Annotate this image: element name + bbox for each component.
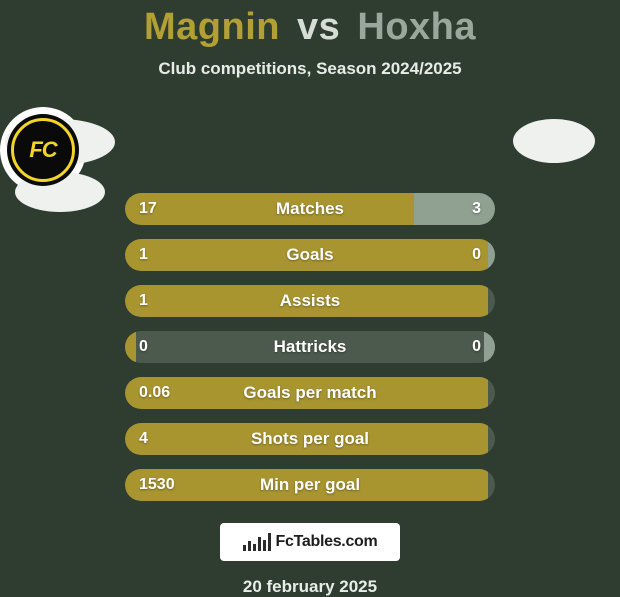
stat-bars-container: 173Matches 10Goals 1Assists 00Hattricks 0.06… — [125, 193, 495, 501]
player1-name: Magnin — [144, 6, 280, 48]
date-label: 20 february 2025 — [0, 577, 620, 597]
brand-mini-bar — [253, 544, 256, 551]
brand-mini-bar — [243, 545, 246, 551]
stat-bar: 0.06Goals per match — [125, 377, 495, 409]
content-area: FC 173Matches 10Goals 1Assists 00Hattricks 0… — [0, 107, 620, 501]
stat-label: Matches — [125, 199, 495, 219]
vs-label: vs — [297, 6, 340, 48]
club-logo: FC — [7, 114, 79, 186]
page-title: Magnin vs Hoxha — [0, 6, 620, 49]
brand-mini-bar — [258, 537, 261, 551]
brand-bars-icon — [243, 533, 271, 551]
stat-bar: 1530Min per goal — [125, 469, 495, 501]
stat-label: Min per goal — [125, 475, 495, 495]
stat-label: Assists — [125, 291, 495, 311]
brand-mini-bar — [268, 533, 271, 551]
footer-brand-badge: FcTables.com — [220, 523, 400, 561]
stat-label: Goals — [125, 245, 495, 265]
brand-text: FcTables.com — [276, 533, 378, 551]
title-row: Magnin vs Hoxha — [0, 0, 620, 49]
stat-bar: 00Hattricks — [125, 331, 495, 363]
brand-mini-bar — [263, 540, 266, 551]
stat-label: Shots per goal — [125, 429, 495, 449]
stat-bar: 173Matches — [125, 193, 495, 225]
stat-bar: 4Shots per goal — [125, 423, 495, 455]
stat-label: Hattricks — [125, 337, 495, 357]
player2-club-badge-1 — [513, 119, 595, 163]
player2-name: Hoxha — [357, 6, 476, 48]
stat-bar: 1Assists — [125, 285, 495, 317]
brand-mini-bar — [248, 541, 251, 551]
stat-bar: 10Goals — [125, 239, 495, 271]
subtitle: Club competitions, Season 2024/2025 — [0, 59, 620, 79]
club-logo-ring — [11, 118, 75, 182]
stat-label: Goals per match — [125, 383, 495, 403]
